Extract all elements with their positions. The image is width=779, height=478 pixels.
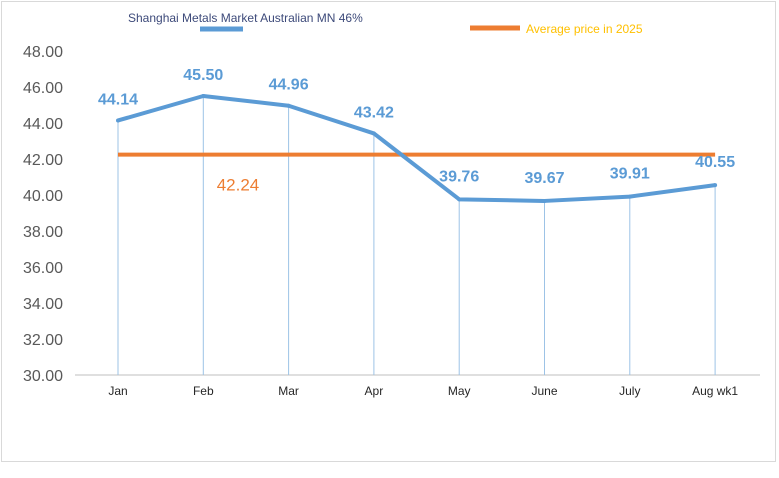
legend-label-average: Average price in 2025	[526, 22, 643, 36]
chart-frame	[1, 1, 776, 462]
y-tick-label: 38.00	[23, 224, 63, 241]
data-point	[201, 94, 206, 98]
data-label: 44.96	[269, 77, 309, 94]
data-point	[371, 131, 376, 136]
x-tick-label: Mar	[278, 384, 299, 398]
average-value-label: 42.24	[217, 176, 260, 195]
data-point	[627, 194, 632, 199]
data-point	[713, 183, 718, 188]
data-point	[116, 118, 120, 123]
legend-label-primary: Shanghai Metals Market Australian MN 46%	[128, 11, 363, 25]
data-point	[457, 197, 462, 202]
x-tick-label: Apr	[365, 384, 384, 398]
data-point	[542, 198, 547, 203]
y-tick-label: 48.00	[23, 44, 63, 61]
series-line	[117, 94, 716, 203]
data-label: 44.14	[98, 91, 138, 108]
data-label: 39.67	[524, 170, 564, 187]
x-axis: Jan Feb Mar Apr May June July Aug wk1	[108, 384, 738, 398]
x-tick-label: July	[619, 384, 640, 398]
y-axis: 48.00 46.00 44.00 42.00 40.00 38.00 36.00 34.00…	[23, 44, 63, 385]
data-point	[286, 103, 291, 108]
x-tick-label: Feb	[193, 384, 214, 398]
x-tick-label: June	[531, 384, 557, 398]
x-tick-label: Aug wk1	[692, 384, 738, 398]
data-points	[116, 94, 718, 203]
data-label: 40.55	[695, 154, 735, 171]
data-label: 45.50	[183, 67, 223, 84]
data-label: 39.91	[610, 166, 650, 183]
data-label: 39.76	[439, 168, 479, 185]
y-tick-label: 32.00	[23, 332, 63, 349]
y-tick-label: 42.00	[23, 152, 63, 169]
data-labels: 44.14 45.50 44.96 43.42 39.76 39.67 39.91 40.55	[98, 67, 735, 187]
y-tick-label: 40.00	[23, 188, 63, 205]
drop-lines	[117, 96, 716, 375]
x-tick-label: Jan	[108, 384, 127, 398]
x-tick-label: May	[448, 384, 471, 398]
y-tick-label: 44.00	[23, 116, 63, 133]
data-label: 43.42	[354, 104, 394, 121]
legend: Shanghai Metals Market Australian MN 46%…	[128, 11, 643, 36]
y-tick-label: 34.00	[23, 296, 63, 313]
y-tick-label: 46.00	[23, 80, 63, 97]
y-tick-label: 36.00	[23, 260, 63, 277]
y-tick-label: 30.00	[23, 368, 63, 385]
